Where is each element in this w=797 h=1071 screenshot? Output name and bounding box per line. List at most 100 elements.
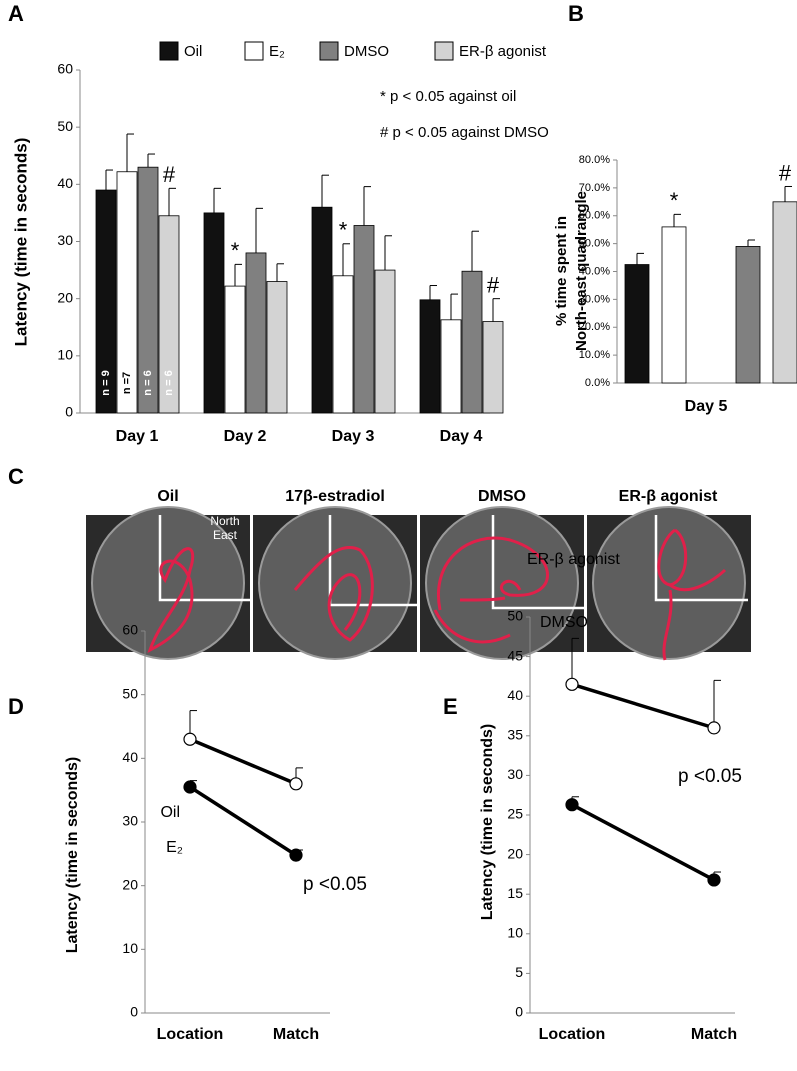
maze-photo	[86, 506, 250, 660]
panel-letter: E	[443, 694, 458, 719]
y-tick-label: 5	[515, 964, 523, 980]
image-title: 17β-estradiol	[285, 488, 385, 505]
y-axis-title: North-east quadrangle	[573, 191, 590, 351]
series-label: E₂	[166, 839, 183, 856]
n-label: n = 6	[163, 370, 175, 395]
bar	[419, 299, 441, 414]
x-tick-label: Location	[157, 1026, 224, 1043]
y-tick-label: 15	[507, 885, 523, 901]
point	[183, 732, 197, 746]
bar	[311, 206, 333, 414]
series-line	[571, 682, 715, 730]
y-tick-label: 10	[507, 925, 523, 941]
panel-letter: C	[8, 464, 24, 489]
significance-mark: *	[339, 218, 348, 243]
point	[707, 873, 721, 887]
legend-label: Oil	[184, 43, 202, 60]
annotation-note: * p < 0.05 against oil	[380, 88, 516, 105]
series-label: Oil	[160, 804, 180, 821]
y-tick-label: 40	[122, 749, 138, 765]
y-tick-label: 30	[122, 813, 138, 829]
y-tick-label: 10.0%	[579, 349, 610, 361]
bar	[203, 212, 225, 414]
point	[289, 848, 303, 862]
point	[707, 721, 721, 735]
y-tick-label: 50	[122, 685, 138, 701]
x-tick-label: Match	[691, 1026, 737, 1043]
y-tick-label: 20	[507, 845, 523, 861]
panel-letter: A	[8, 1, 24, 26]
series-label: DMSO	[540, 614, 588, 631]
bar	[332, 275, 354, 414]
x-tick-label: Day 5	[685, 398, 728, 415]
y-tick-label: 30	[57, 232, 73, 248]
legend-swatch	[159, 41, 179, 61]
legend-swatch	[244, 41, 264, 61]
maze-photo	[587, 506, 751, 661]
y-tick-label: 20	[57, 289, 73, 305]
significance-mark: #	[487, 272, 500, 297]
y-tick-label: 40.0%	[579, 265, 610, 277]
significance-mark: #	[779, 160, 792, 185]
y-tick-label: 25	[507, 806, 523, 822]
y-tick-label: 0	[515, 1004, 523, 1020]
y-axis-title: Latency (time in seconds)	[64, 757, 81, 954]
point	[565, 798, 579, 812]
bar	[661, 226, 687, 384]
y-tick-label: 10	[122, 940, 138, 956]
point	[183, 780, 197, 794]
compass-label: East	[213, 528, 238, 542]
bar	[735, 246, 761, 384]
n-label: n =7	[121, 372, 133, 394]
bar	[440, 319, 462, 414]
bar	[374, 269, 396, 414]
y-tick-label: 30	[507, 766, 523, 782]
annotation-note: # p < 0.05 against DMSO	[380, 124, 549, 141]
bar	[266, 281, 288, 414]
significance-mark: #	[163, 162, 176, 187]
x-tick-label: Day 4	[440, 428, 483, 445]
image-title: Oil	[157, 488, 178, 505]
image-title: ER-β agonist	[619, 488, 718, 505]
y-tick-label: 10	[57, 347, 73, 363]
legend-label: DMSO	[344, 43, 389, 60]
y-tick-label: 20	[122, 876, 138, 892]
y-tick-label: 80.0%	[579, 154, 610, 166]
panel-letter: B	[568, 1, 584, 26]
bar	[353, 225, 375, 414]
y-tick-label: 0	[130, 1004, 138, 1020]
y-tick-label: 0.0%	[585, 377, 610, 389]
bar	[482, 321, 504, 414]
y-tick-label: 60	[57, 61, 73, 77]
series-line	[189, 737, 297, 786]
y-axis-title: Latency (time in seconds)	[11, 138, 30, 347]
y-tick-label: 70.0%	[579, 182, 610, 194]
y-tick-label: 0	[65, 404, 73, 420]
bar	[624, 264, 650, 384]
annotation: p <0.05	[678, 766, 742, 787]
y-axis-title: % time spent in	[553, 216, 570, 326]
bar	[772, 201, 797, 384]
image-panel: C Oil 17β-estradiol DMSO ER-β agonist No…	[8, 464, 751, 661]
significance-mark: *	[231, 238, 240, 263]
y-tick-label: 40	[57, 175, 73, 191]
legend-swatch	[434, 41, 454, 61]
x-tick-label: Location	[539, 1026, 606, 1043]
n-label: n = 9	[100, 370, 112, 395]
y-tick-label: 20.0%	[579, 321, 610, 333]
compass-label: North	[210, 514, 239, 528]
y-tick-label: 30.0%	[579, 293, 610, 305]
y-tick-label: 60	[122, 622, 138, 638]
x-tick-label: Day 2	[224, 428, 267, 445]
n-label: n = 6	[142, 370, 154, 395]
y-axis-title: Latency (time in seconds)	[479, 724, 496, 921]
x-tick-label: Match	[273, 1026, 319, 1043]
legend-swatch	[319, 41, 339, 61]
legend-label: E₂	[269, 43, 285, 60]
y-tick-label: 50	[507, 608, 523, 624]
annotation: p <0.05	[303, 874, 367, 895]
point	[289, 777, 303, 791]
y-tick-label: 45	[507, 647, 523, 663]
point	[565, 677, 579, 691]
